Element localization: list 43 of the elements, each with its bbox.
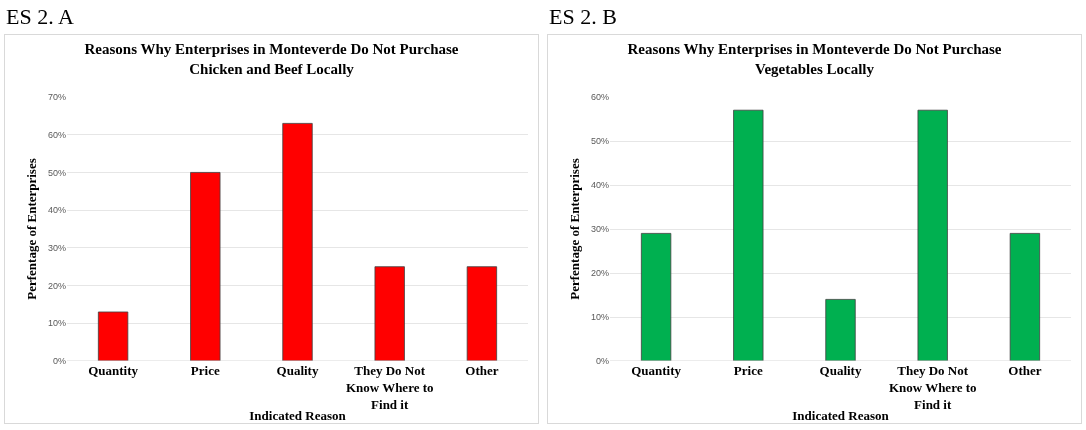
x-tick-label: Price xyxy=(733,363,763,378)
y-tick-label: 20% xyxy=(590,268,609,279)
x-axis-title: Indicated Reason xyxy=(249,408,347,423)
x-tick-label: They Do Not Know Where to Find it xyxy=(345,363,434,412)
y-tick-label: 10% xyxy=(590,312,609,323)
bar xyxy=(640,233,672,361)
x-tick-label: Quality xyxy=(276,363,319,378)
y-tick-label: 0% xyxy=(52,356,66,367)
text: ES 2. B xyxy=(548,3,618,31)
bar xyxy=(825,299,856,361)
bar xyxy=(374,266,405,361)
y-tick-label: 40% xyxy=(590,180,609,191)
y-tick-label: 60% xyxy=(590,92,609,103)
y-tick-label: 60% xyxy=(47,129,66,140)
x-tick-label: Price xyxy=(190,363,220,378)
y-tick-label: 10% xyxy=(47,318,66,329)
y-tick-label: 50% xyxy=(590,136,609,147)
x-tick-label: Other xyxy=(1008,363,1042,378)
x-tick-label: Quantity xyxy=(88,363,139,378)
y-tick-label: 40% xyxy=(47,205,66,216)
y-tick-label: 30% xyxy=(47,243,66,254)
y-axis-title: Perfentage of Enterprises xyxy=(23,158,39,300)
x-tick-label: Quality xyxy=(819,363,862,378)
bar xyxy=(97,311,129,361)
y-tick-label: 50% xyxy=(47,167,66,178)
chart-title: Reasons Why Enterprises in Monteverde Do Not Purchase Chicken and Beef Locally xyxy=(84,41,459,77)
y-tick-label: 70% xyxy=(47,92,66,103)
x-tick-label: Other xyxy=(465,363,499,378)
text: ES 2. A xyxy=(5,3,75,31)
y-tick-label: 20% xyxy=(47,280,66,291)
bar xyxy=(733,109,764,361)
bar xyxy=(466,266,498,361)
bar xyxy=(917,109,948,361)
x-axis-title: Indicated Reason xyxy=(792,408,890,423)
bar xyxy=(1009,233,1041,361)
y-tick-label: 30% xyxy=(590,224,609,235)
bar xyxy=(190,172,221,361)
x-tick-label: Quantity xyxy=(631,363,682,378)
bar xyxy=(282,123,313,361)
y-axis-title: Perfentage of Enterprises xyxy=(566,158,582,300)
chart-title: Reasons Why Enterprises in Monteverde Do Not Purchase Vegetables Locally xyxy=(627,41,1002,77)
x-tick-label: They Do Not Know Where to Find it xyxy=(888,363,977,412)
y-tick-label: 0% xyxy=(595,356,609,367)
